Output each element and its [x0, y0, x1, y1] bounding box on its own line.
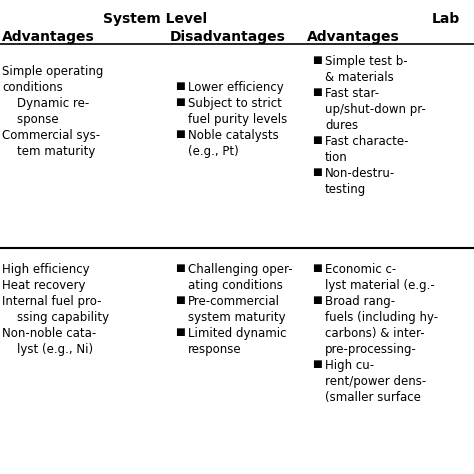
Text: High efficiency: High efficiency	[2, 263, 90, 276]
Text: ■: ■	[175, 81, 185, 91]
Text: ■: ■	[175, 129, 185, 139]
Text: Disadvantages: Disadvantages	[170, 30, 286, 44]
Text: ■: ■	[312, 359, 322, 369]
Text: ■: ■	[175, 263, 185, 273]
Text: tem maturity: tem maturity	[2, 145, 95, 158]
Text: lyst material (e.g.-: lyst material (e.g.-	[325, 279, 435, 292]
Text: Non-noble cata-: Non-noble cata-	[2, 327, 96, 340]
Text: Broad rang-: Broad rang-	[325, 295, 395, 308]
Text: dures: dures	[325, 119, 358, 132]
Text: Noble catalysts: Noble catalysts	[188, 129, 279, 142]
Text: ■: ■	[312, 135, 322, 145]
Text: Advantages: Advantages	[307, 30, 400, 44]
Text: Pre-commercial: Pre-commercial	[188, 295, 280, 308]
Text: System Level: System Level	[103, 12, 207, 26]
Text: carbons) & inter-: carbons) & inter-	[325, 327, 425, 340]
Text: Limited dynamic: Limited dynamic	[188, 327, 286, 340]
Text: Economic c-: Economic c-	[325, 263, 396, 276]
Text: Dynamic re-: Dynamic re-	[2, 97, 89, 110]
Text: ■: ■	[175, 97, 185, 107]
Text: Lab: Lab	[432, 12, 460, 26]
Text: ssing capability: ssing capability	[2, 311, 109, 324]
Text: system maturity: system maturity	[188, 311, 286, 324]
Text: testing: testing	[325, 183, 366, 196]
Text: High cu-: High cu-	[325, 359, 374, 372]
Text: ■: ■	[312, 55, 322, 65]
Text: up/shut-down pr-: up/shut-down pr-	[325, 103, 426, 116]
Text: pre-processing-: pre-processing-	[325, 343, 417, 356]
Text: response: response	[188, 343, 242, 356]
Text: ■: ■	[312, 263, 322, 273]
Text: Commercial sys-: Commercial sys-	[2, 129, 100, 142]
Text: ■: ■	[312, 167, 322, 177]
Text: sponse: sponse	[2, 113, 59, 126]
Text: tion: tion	[325, 151, 348, 164]
Text: Fast star-: Fast star-	[325, 87, 379, 100]
Text: (e.g., Pt): (e.g., Pt)	[188, 145, 239, 158]
Text: Subject to strict: Subject to strict	[188, 97, 282, 110]
Text: Lower efficiency: Lower efficiency	[188, 81, 284, 94]
Text: Simple operating: Simple operating	[2, 65, 103, 78]
Text: Challenging oper-: Challenging oper-	[188, 263, 292, 276]
Text: fuels (including hy-: fuels (including hy-	[325, 311, 438, 324]
Text: Non-destru-: Non-destru-	[325, 167, 395, 180]
Text: Advantages: Advantages	[2, 30, 95, 44]
Text: Heat recovery: Heat recovery	[2, 279, 85, 292]
Text: lyst (e.g., Ni): lyst (e.g., Ni)	[2, 343, 93, 356]
Text: & materials: & materials	[325, 71, 394, 84]
Text: Fast characte-: Fast characte-	[325, 135, 409, 148]
Text: ating conditions: ating conditions	[188, 279, 283, 292]
Text: ■: ■	[312, 295, 322, 305]
Text: rent/power dens-: rent/power dens-	[325, 375, 426, 388]
Text: fuel purity levels: fuel purity levels	[188, 113, 287, 126]
Text: Simple test b-: Simple test b-	[325, 55, 408, 68]
Text: ■: ■	[312, 87, 322, 97]
Text: (smaller surface: (smaller surface	[325, 391, 421, 404]
Text: ■: ■	[175, 295, 185, 305]
Text: conditions: conditions	[2, 81, 63, 94]
Text: Internal fuel pro-: Internal fuel pro-	[2, 295, 101, 308]
Text: ■: ■	[175, 327, 185, 337]
